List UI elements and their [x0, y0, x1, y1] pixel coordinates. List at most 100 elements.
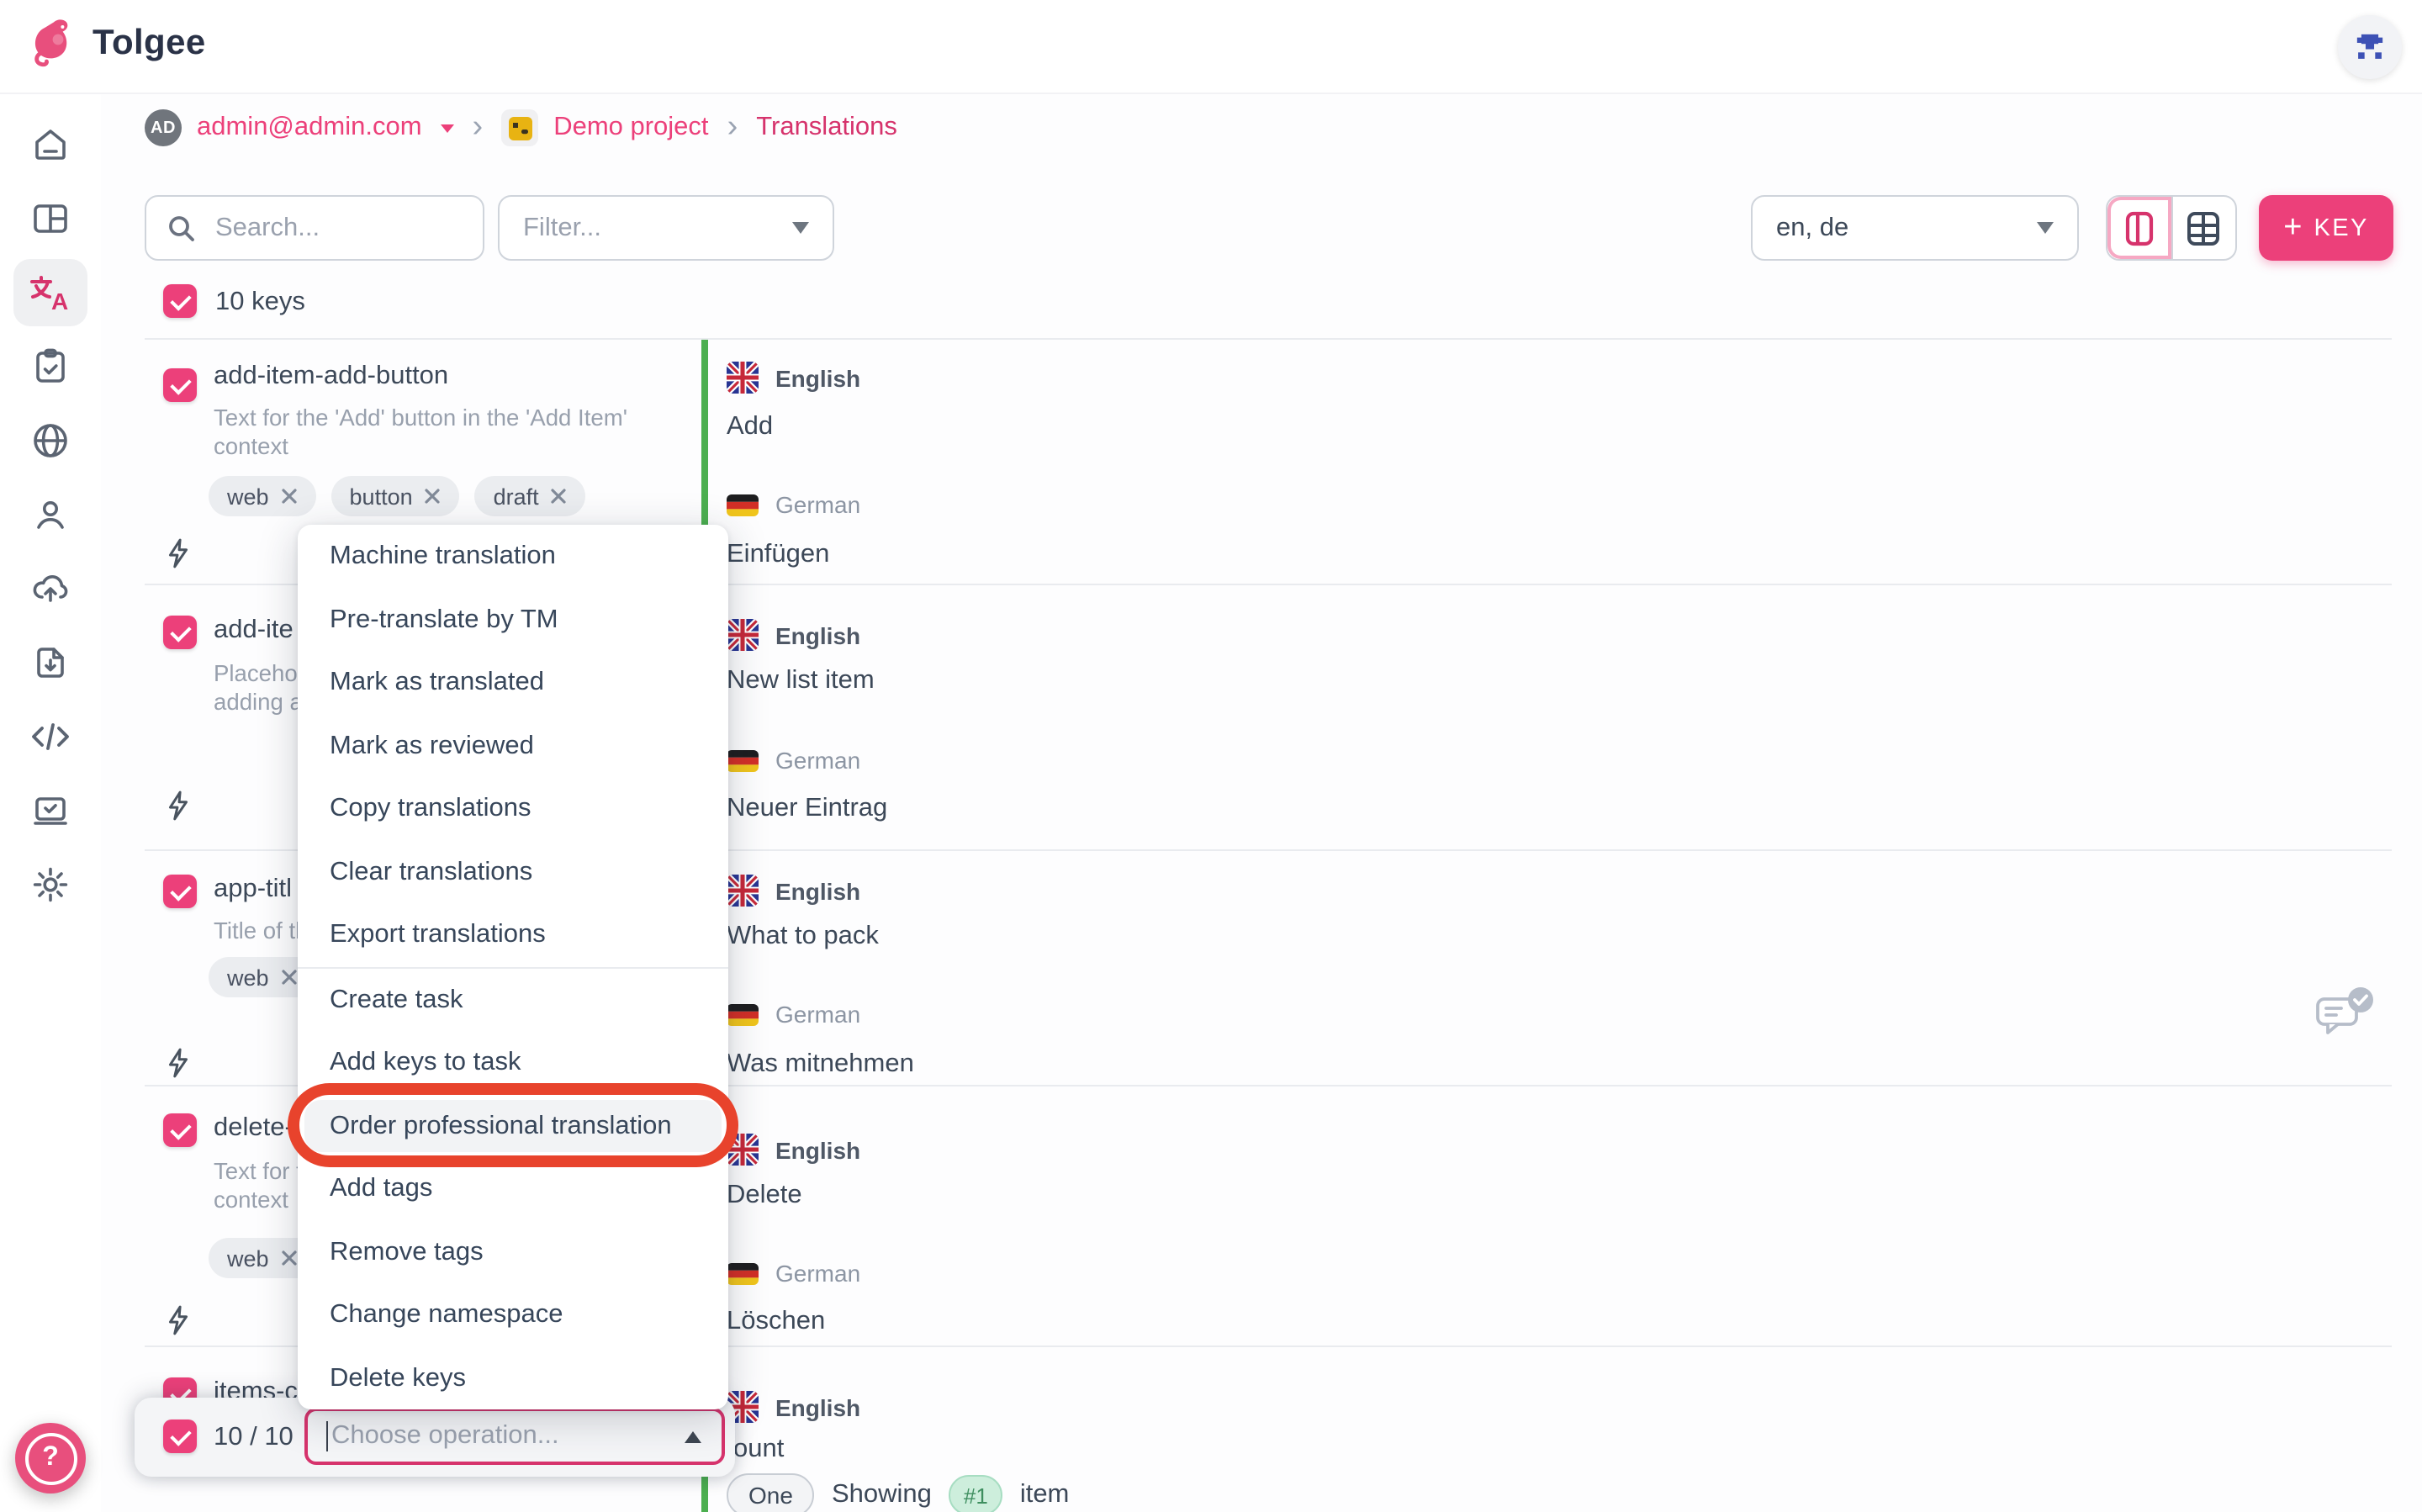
- menu-item-change-namespace[interactable]: Change namespace: [330, 1300, 563, 1329]
- translation-cell[interactable]: Einfügen: [727, 540, 830, 568]
- remove-tag-icon: [426, 489, 441, 504]
- german-flag-icon: [727, 494, 759, 515]
- translation-cell[interactable]: Was mitnehmen: [727, 1049, 914, 1078]
- tag-chip[interactable]: web: [209, 476, 316, 516]
- device-check-icon: [30, 790, 71, 831]
- menu-item-mark-reviewed[interactable]: Mark as reviewed: [330, 731, 534, 759]
- translation-cell[interactable]: New list item: [727, 666, 875, 695]
- keys-count-label: 10 keys: [215, 288, 305, 316]
- resolved-comment-icon[interactable]: [2314, 986, 2375, 1036]
- table-row: add-ite Placehol adding a English New lis…: [145, 584, 2392, 849]
- menu-item-clear-translations[interactable]: Clear translations: [330, 857, 533, 886]
- browser-extension-button[interactable]: [2338, 15, 2402, 79]
- sidebar-item-members[interactable]: [0, 478, 101, 552]
- machine-translation-icon[interactable]: [167, 790, 190, 821]
- side-by-side-view-icon: [2123, 208, 2156, 248]
- menu-item-add-keys-to-task[interactable]: Add keys to task: [330, 1048, 521, 1076]
- machine-translation-icon[interactable]: [167, 538, 190, 568]
- user-avatar[interactable]: AD: [145, 109, 182, 146]
- translation-cell[interactable]: Delete: [727, 1181, 802, 1209]
- add-key-label: KEY: [2314, 214, 2369, 241]
- sidebar-item-settings[interactable]: [0, 848, 101, 922]
- tag-chip[interactable]: button: [331, 476, 460, 516]
- plural-variant-chip[interactable]: One: [727, 1473, 815, 1512]
- menu-item-copy-translations[interactable]: Copy translations: [330, 794, 531, 822]
- breadcrumb-page[interactable]: Translations: [756, 113, 897, 141]
- menu-item-export-translations[interactable]: Export translations: [330, 920, 546, 949]
- sidebar-item-import[interactable]: [0, 626, 101, 700]
- breadcrumb-account[interactable]: admin@admin.com: [197, 113, 422, 141]
- tag-chip[interactable]: draft: [474, 476, 586, 516]
- sidebar-item-languages[interactable]: [0, 404, 101, 478]
- translation-cell-fragment[interactable]: ount: [733, 1435, 785, 1463]
- language-name: English: [775, 621, 861, 648]
- remove-tag-icon: [281, 489, 297, 504]
- brand-name: Tolgee: [93, 24, 206, 62]
- uk-flag-icon: [727, 1134, 759, 1166]
- add-key-button[interactable]: + KEY: [2259, 195, 2393, 261]
- language-name: German: [775, 491, 861, 518]
- select-all-checkbox[interactable]: [163, 284, 197, 318]
- select-all-checkbox[interactable]: [163, 1419, 197, 1453]
- menu-item-delete-keys[interactable]: Delete keys: [330, 1363, 466, 1392]
- machine-translation-icon[interactable]: [167, 1305, 190, 1335]
- row-checkbox[interactable]: [163, 875, 197, 908]
- view-toggle-group: [2106, 195, 2237, 261]
- sidebar-item-home[interactable]: [0, 108, 101, 182]
- breadcrumb-separator-icon: ›: [727, 108, 738, 144]
- languages-select[interactable]: en, de: [1751, 195, 2079, 261]
- row-checkbox[interactable]: [163, 368, 197, 402]
- menu-item-mark-translated[interactable]: Mark as translated: [330, 668, 544, 696]
- menu-item-pretranslate-tm[interactable]: Pre-translate by TM: [330, 605, 558, 633]
- key-description: Text for the 'Add' button in the 'Add It…: [214, 405, 627, 458]
- language-name: German: [775, 1001, 861, 1028]
- selected-count: 10 / 10: [214, 1422, 293, 1451]
- remove-tag-icon: [552, 489, 567, 504]
- plus-icon: +: [2283, 209, 2303, 245]
- key-description: Text for t context: [214, 1159, 303, 1212]
- search-input[interactable]: [212, 211, 463, 245]
- row-checkbox[interactable]: [163, 1113, 197, 1147]
- menu-item-remove-tags[interactable]: Remove tags: [330, 1237, 484, 1266]
- uk-flag-icon: [727, 619, 759, 651]
- language-label-row: English: [727, 1134, 860, 1166]
- key-name[interactable]: app-titl: [214, 875, 293, 903]
- sidebar-item-developer[interactable]: [0, 700, 101, 774]
- file-download-icon: [30, 642, 71, 683]
- operation-select[interactable]: [304, 1408, 725, 1465]
- translation-cell[interactable]: Neuer Eintrag: [727, 794, 888, 822]
- machine-translation-icon[interactable]: [167, 1048, 190, 1078]
- filter-placeholder: Filter...: [523, 213, 602, 241]
- list-view-toggle[interactable]: [2107, 197, 2172, 259]
- row-checkbox[interactable]: [163, 616, 197, 649]
- chevron-down-icon: [792, 222, 809, 234]
- help-button[interactable]: ?: [15, 1423, 86, 1493]
- sidebar-item-integration[interactable]: [0, 774, 101, 848]
- sidebar-item-tasks[interactable]: [0, 330, 101, 404]
- person-icon: [30, 494, 71, 535]
- key-description: Placehol adding a: [214, 661, 303, 714]
- home-icon: [30, 124, 71, 165]
- key-name[interactable]: add-item-add-button: [214, 362, 449, 390]
- brand[interactable]: Tolgee: [25, 17, 206, 71]
- menu-item-machine-translation[interactable]: Machine translation: [330, 542, 556, 570]
- sidebar-item-translations[interactable]: A: [0, 256, 101, 330]
- filter-dropdown[interactable]: Filter...: [498, 195, 834, 261]
- translation-cell[interactable]: What to pack: [727, 922, 879, 950]
- operation-input[interactable]: [308, 1419, 637, 1453]
- breadcrumb-project[interactable]: Demo project: [553, 113, 709, 141]
- sidebar-item-export[interactable]: [0, 552, 101, 626]
- menu-item-create-task[interactable]: Create task: [298, 966, 728, 1031]
- table-view-toggle[interactable]: [2172, 197, 2235, 259]
- uk-flag-icon: [727, 875, 759, 907]
- menu-item-add-tags[interactable]: Add tags: [330, 1174, 433, 1203]
- key-name[interactable]: add-ite: [214, 616, 293, 644]
- sidebar-item-projects[interactable]: [0, 182, 101, 256]
- translation-cell[interactable]: Löschen: [727, 1307, 826, 1335]
- menu-item-order-professional-translation[interactable]: Order professional translation: [298, 1094, 728, 1157]
- search-field[interactable]: [145, 195, 484, 261]
- key-name[interactable]: delete-: [214, 1113, 293, 1142]
- language-label-row: English: [727, 875, 860, 907]
- translation-cell[interactable]: Add: [727, 412, 774, 441]
